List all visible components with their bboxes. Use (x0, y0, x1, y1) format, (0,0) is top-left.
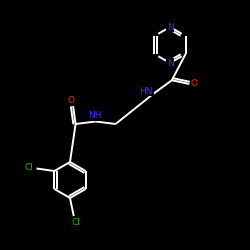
Text: N: N (166, 22, 173, 32)
Text: N: N (166, 58, 173, 68)
Text: HN: HN (139, 86, 153, 96)
Text: O: O (191, 79, 198, 88)
Text: Cl: Cl (72, 218, 81, 227)
Text: Cl: Cl (25, 163, 34, 172)
Text: NH: NH (88, 112, 102, 120)
Text: O: O (68, 96, 74, 105)
